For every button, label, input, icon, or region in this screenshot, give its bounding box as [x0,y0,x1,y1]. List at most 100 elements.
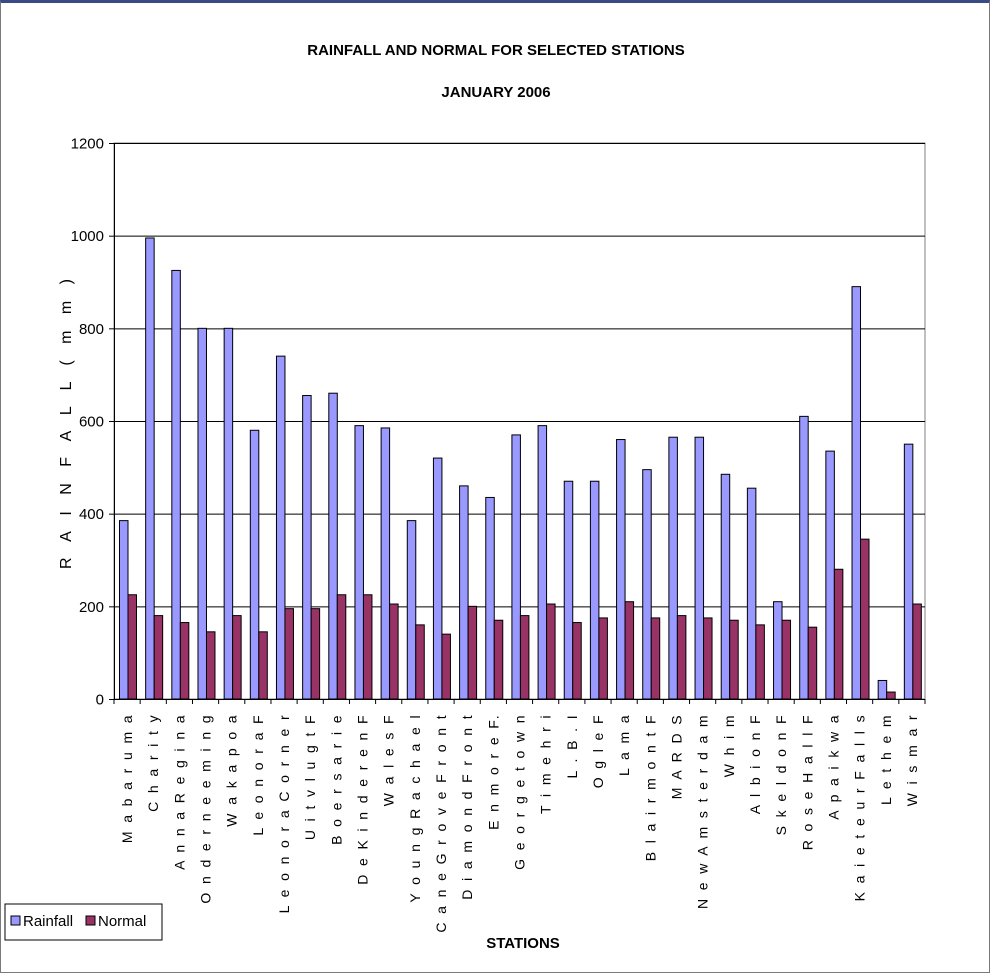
x-category-label: A p a i k w a [825,713,841,820]
x-category-label: W a l e s F [381,713,397,806]
legend-swatch-rainfall [10,915,21,926]
bar-rainfall-0 [119,520,129,700]
legend-swatch-normal [85,915,96,926]
bar-normal-23 [729,619,739,700]
x-category-label: L a m a [616,713,632,776]
bar-rainfall-29 [877,679,888,700]
bar-rainfall-10 [380,427,391,700]
bar-normal-7 [310,608,321,700]
x-category-label: L . B . I [564,713,580,778]
bar-normal-28 [860,538,870,700]
bar-rainfall-18 [589,480,600,700]
bar-normal-17 [572,622,582,700]
x-category-label: Y o u n g R a c h a e l [407,713,423,903]
x-category-label: K a i e t e u r F a l l s [852,713,868,901]
bar-rainfall-14 [485,496,495,700]
x-category-label: M A R D S [668,713,684,799]
x-category-label: U i t v l u g t F [302,713,318,840]
x-category-label: T i m e h r i [538,713,554,814]
bar-normal-24 [755,624,765,700]
legend: Rainfall Normal [4,903,163,941]
bar-normal-18 [598,617,608,700]
x-category-label: M a b a r u m a [119,713,135,843]
x-category-label: A n n a R e g i n a [171,713,187,870]
x-category-label: D i a m o n d F r o n t [459,713,475,900]
x-category-label: L e o n o r a C o r n e r [276,713,292,913]
bar-normal-27 [833,568,844,700]
bar-rainfall-24 [746,487,757,700]
bar-normal-2 [179,622,190,700]
x-category-label: A l b i o n F [747,713,763,814]
bar-normal-11 [415,624,425,700]
bar-normal-8 [336,594,347,700]
x-category-label: D e K i n d e r e n F [355,713,371,885]
bar-rainfall-13 [459,485,469,700]
x-category-label: E n m o r e F. [485,713,501,830]
x-category-label: O g l e F [590,713,606,788]
bar-rainfall-28 [851,286,862,700]
y-tick-label: 0 [96,692,104,709]
bar-normal-4 [232,615,242,700]
bar-rainfall-8 [328,392,338,700]
bar-normal-12 [441,633,451,700]
bar-rainfall-16 [537,425,548,700]
bar-rainfall-6 [275,355,286,700]
chart-subtitle: JANUARY 2006 [441,84,550,101]
bar-rainfall-20 [642,469,652,700]
legend-box [4,903,163,941]
bar-normal-16 [546,603,556,700]
x-category-label: W h i m [721,713,737,777]
bar-rainfall-12 [432,457,443,700]
plot-area: 0 200 400 600 800 1000 1200 M a b a r u m a C h … [71,136,926,933]
x-category-label: B l a i r m o n t F [642,713,658,861]
x-category-label: C a n e G r o v e F r o n t [433,713,449,933]
x-category-label: R o s e H a l l F [799,713,815,850]
chart-svg: RAINFALL AND NORMAL FOR SELECTED STATION… [4,42,926,952]
x-axis-label: STATIONS [486,935,560,952]
bar-normal-30 [912,603,922,700]
bar-normal-19 [624,601,635,700]
y-tick-label: 800 [79,321,104,338]
bar-rainfall-11 [406,520,417,700]
bar-rainfall-23 [720,473,731,700]
x-category-label: L e t h e m [878,713,894,805]
bar-rainfall-15 [511,434,521,700]
bar-normal-6 [284,608,294,700]
bar-rainfall-5 [249,429,260,700]
x-category-label: N e w A m s t e r d a m [695,713,711,909]
bar-rainfall-27 [825,450,835,700]
x-category-label: B o e r s a r i e [328,713,344,845]
bar-rainfall-7 [302,395,312,700]
bar-normal-25 [781,619,792,700]
bar-rainfall-2 [171,269,181,700]
legend-label-normal: Normal [98,913,146,930]
bar-rainfall-9 [354,425,364,700]
y-tick-label: 1000 [71,228,104,245]
x-category-label: C h a r i t y [145,713,161,812]
bar-normal-3 [205,631,216,700]
y-tick-label: 1200 [71,136,104,153]
x-category-label: L e o n o r a F [250,713,266,836]
bar-rainfall-21 [668,436,678,700]
bar-normal-14 [493,619,504,700]
y-tick-label: 400 [79,506,104,523]
bar-normal-26 [807,626,818,700]
bar-rainfall-22 [694,436,705,700]
x-category-label: S k e l d o n F [773,713,789,835]
bar-rainfall-17 [563,480,574,700]
bar-rainfall-4 [223,327,234,700]
bar-rainfall-26 [799,415,809,700]
bar-normal-9 [362,594,373,700]
bar-normal-21 [676,615,687,700]
bar-rainfall-19 [616,439,626,700]
bar-rainfall-3 [197,327,207,700]
bar-normal-22 [703,617,713,700]
chart-title: RAINFALL AND NORMAL FOR SELECTED STATION… [307,42,685,59]
x-category-label: G e o r g e t o w n [512,713,528,870]
bar-normal-10 [389,603,399,700]
x-category-label: W a k a p o a [224,713,240,827]
bar-normal-15 [519,615,530,700]
bar-normal-0 [127,594,137,700]
x-category-label: O n d e r n e e m i n g [198,713,214,904]
